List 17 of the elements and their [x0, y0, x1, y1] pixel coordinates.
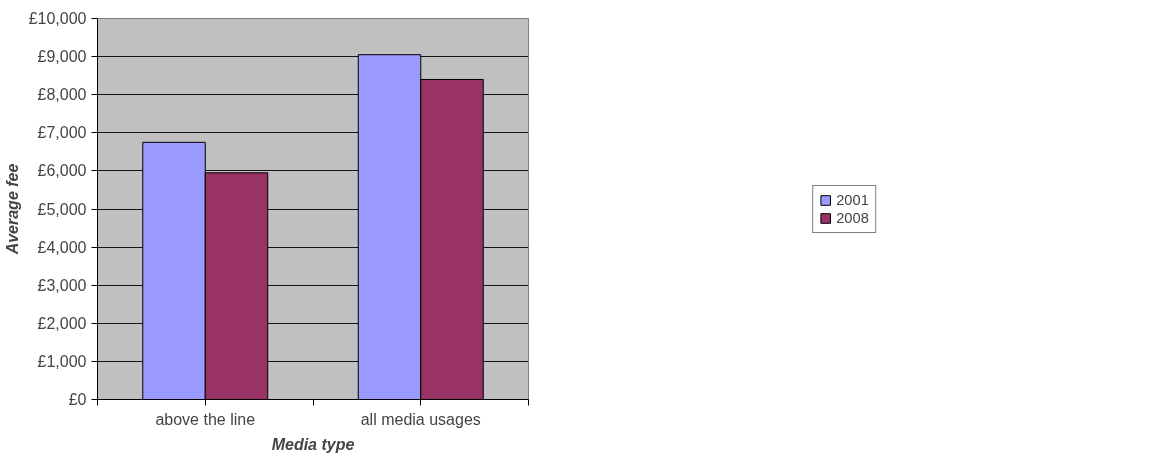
y-tick-label: £7,000	[37, 124, 87, 142]
x-tick-label: all media usages	[360, 410, 481, 428]
x-axis-title: Media type	[271, 435, 355, 453]
y-tick-label: £6,000	[37, 162, 87, 180]
legend-label: 2008	[836, 209, 869, 226]
legend-label: 2001	[836, 191, 869, 208]
y-tick-label: £5,000	[37, 200, 87, 218]
y-tick-label: £0	[68, 391, 87, 408]
y-tick-label: £8,000	[37, 86, 87, 104]
y-axis-title: Average fee	[3, 163, 21, 256]
y-tick-label: £4,000	[37, 238, 87, 256]
y-tick-label: £10,000	[28, 10, 87, 27]
y-tick-label: £1,000	[37, 352, 87, 370]
y-tick-label: £9,000	[37, 48, 87, 66]
y-tick-label: £2,000	[37, 314, 87, 332]
y-tick-label: £3,000	[37, 276, 87, 294]
x-tick-label: above the line	[155, 410, 256, 428]
